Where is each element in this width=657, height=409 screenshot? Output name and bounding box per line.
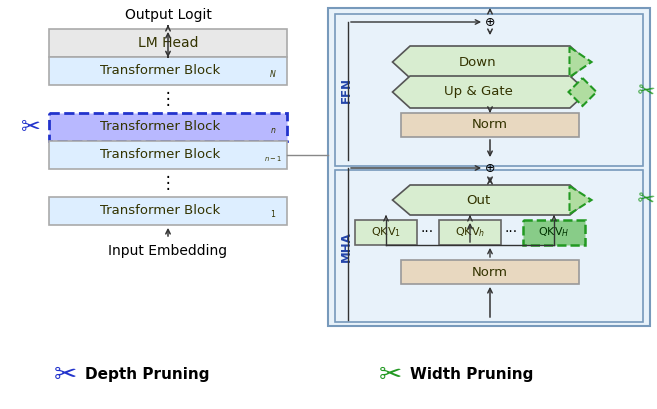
- Bar: [335, 14, 643, 166]
- Text: Depth Pruning: Depth Pruning: [85, 366, 210, 382]
- Text: QKV$_h$: QKV$_h$: [455, 226, 485, 239]
- Text: $\oplus$: $\oplus$: [484, 162, 495, 175]
- Text: ✂: ✂: [378, 361, 401, 389]
- Text: LM Head: LM Head: [138, 36, 198, 50]
- Bar: [49, 57, 287, 85]
- Bar: [49, 113, 287, 141]
- Text: ✂: ✂: [53, 361, 77, 389]
- Polygon shape: [392, 185, 587, 215]
- Bar: [401, 260, 579, 284]
- Text: Transformer Block: Transformer Block: [100, 148, 220, 162]
- Polygon shape: [570, 186, 591, 214]
- Polygon shape: [392, 46, 587, 78]
- Text: Norm: Norm: [472, 119, 508, 132]
- Text: ⋮: ⋮: [160, 174, 176, 192]
- Text: $_n$: $_n$: [270, 126, 276, 136]
- Bar: [439, 220, 501, 245]
- Bar: [523, 220, 585, 245]
- Text: ✂: ✂: [21, 115, 41, 139]
- Text: ✂: ✂: [635, 189, 655, 211]
- Text: Up & Gate: Up & Gate: [443, 85, 512, 99]
- Bar: [49, 141, 287, 169]
- Polygon shape: [570, 47, 591, 77]
- Polygon shape: [392, 76, 587, 108]
- Bar: [401, 113, 579, 137]
- Bar: [355, 220, 417, 245]
- Polygon shape: [568, 78, 597, 106]
- Text: $\oplus$: $\oplus$: [484, 16, 495, 29]
- Bar: [49, 197, 287, 225]
- Text: MHA: MHA: [340, 231, 353, 263]
- Text: Transformer Block: Transformer Block: [100, 204, 220, 218]
- Bar: [335, 170, 643, 322]
- Text: ···: ···: [505, 225, 518, 240]
- Text: ⋮: ⋮: [160, 90, 176, 108]
- Text: $_N$: $_N$: [269, 69, 277, 81]
- Text: ···: ···: [420, 225, 434, 240]
- Text: Input Embedding: Input Embedding: [108, 244, 227, 258]
- Text: Output Logit: Output Logit: [125, 8, 212, 22]
- Bar: [328, 8, 650, 326]
- Text: Width Pruning: Width Pruning: [410, 366, 533, 382]
- Text: $_1$: $_1$: [270, 209, 276, 221]
- Text: $_{n-1}$: $_{n-1}$: [264, 154, 283, 164]
- Text: QKV$_H$: QKV$_H$: [538, 226, 570, 239]
- Text: Norm: Norm: [472, 265, 508, 279]
- Text: Out: Out: [466, 193, 490, 207]
- Text: QKV$_1$: QKV$_1$: [371, 226, 401, 239]
- Text: FFN: FFN: [340, 77, 353, 103]
- Text: Down: Down: [459, 56, 497, 68]
- Bar: [49, 29, 287, 57]
- Text: Transformer Block: Transformer Block: [100, 121, 220, 133]
- Text: Transformer Block: Transformer Block: [100, 65, 220, 77]
- Text: ✂: ✂: [635, 81, 655, 103]
